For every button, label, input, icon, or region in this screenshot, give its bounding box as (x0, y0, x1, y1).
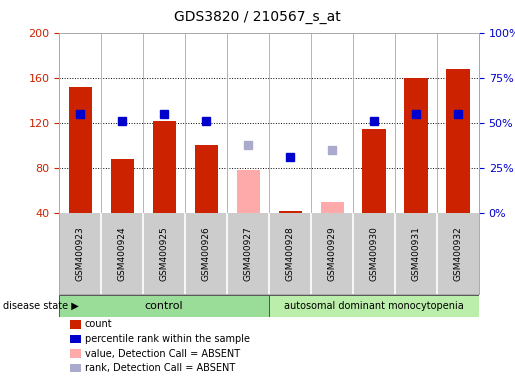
Text: value, Detection Call = ABSENT: value, Detection Call = ABSENT (85, 349, 240, 359)
Bar (152, 121, 176, 213)
Text: autosomal dominant monocytopenia: autosomal dominant monocytopenia (284, 301, 464, 311)
Text: count: count (85, 319, 113, 329)
Bar (68, 87, 92, 213)
Bar (447, 69, 470, 213)
Text: GSM400924: GSM400924 (118, 226, 127, 281)
Text: rank, Detection Call = ABSENT: rank, Detection Call = ABSENT (85, 363, 235, 373)
Bar (363, 129, 386, 213)
Text: GSM400923: GSM400923 (76, 226, 84, 281)
Text: GDS3820 / 210567_s_at: GDS3820 / 210567_s_at (174, 10, 341, 23)
Text: control: control (145, 301, 183, 311)
Text: GSM400925: GSM400925 (160, 226, 168, 281)
Bar (111, 159, 134, 213)
Bar (279, 211, 302, 213)
Text: disease state ▶: disease state ▶ (3, 301, 78, 311)
Text: GSM400928: GSM400928 (286, 226, 295, 281)
Text: GSM400931: GSM400931 (411, 226, 420, 281)
Bar (59, 295, 269, 317)
Text: GSM400929: GSM400929 (328, 226, 336, 281)
Bar (269, 295, 479, 317)
Text: GSM400930: GSM400930 (370, 226, 379, 281)
Bar (236, 170, 260, 213)
Text: percentile rank within the sample: percentile rank within the sample (85, 334, 250, 344)
Text: GSM400927: GSM400927 (244, 226, 252, 281)
Text: GSM400926: GSM400926 (202, 226, 211, 281)
Text: GSM400932: GSM400932 (454, 226, 462, 281)
Bar (320, 202, 344, 213)
Bar (404, 78, 427, 213)
Bar (195, 146, 218, 213)
